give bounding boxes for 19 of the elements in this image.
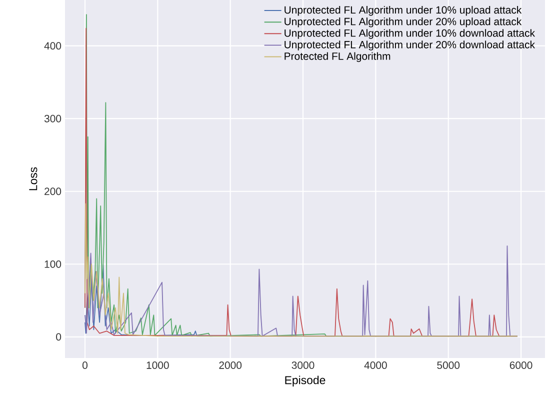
legend-label: Protected FL Algorithm	[284, 52, 390, 62]
legend-label: Unprotected FL Algorithm under 10% upload attack	[284, 6, 522, 16]
legend-label: Unprotected FL Algorithm under 20% upload attack	[284, 18, 522, 28]
x-tick-label: 1000	[146, 362, 169, 369]
y-tick-label: 0	[56, 333, 62, 341]
y-tick-label: 200	[44, 188, 62, 196]
legend-label: Unprotected FL Algorithm under 10% download attack	[284, 29, 535, 39]
y-tick-label: 400	[44, 42, 62, 50]
y-axis-title: Loss	[29, 167, 38, 190]
legend-label: Unprotected FL Algorithm under 20% download attack	[284, 40, 535, 50]
x-tick-label: 5000	[437, 362, 460, 369]
x-tick-label: 3000	[292, 362, 314, 369]
y-tick-label: 100	[44, 260, 62, 268]
x-axis-title: Episode	[285, 376, 326, 386]
x-tick-label: 2000	[219, 362, 242, 369]
x-tick-label: 0	[82, 362, 88, 369]
y-tick-label: 300	[44, 114, 62, 122]
x-tick-label: 6000	[510, 362, 532, 369]
x-tick-label: 4000	[364, 362, 387, 369]
